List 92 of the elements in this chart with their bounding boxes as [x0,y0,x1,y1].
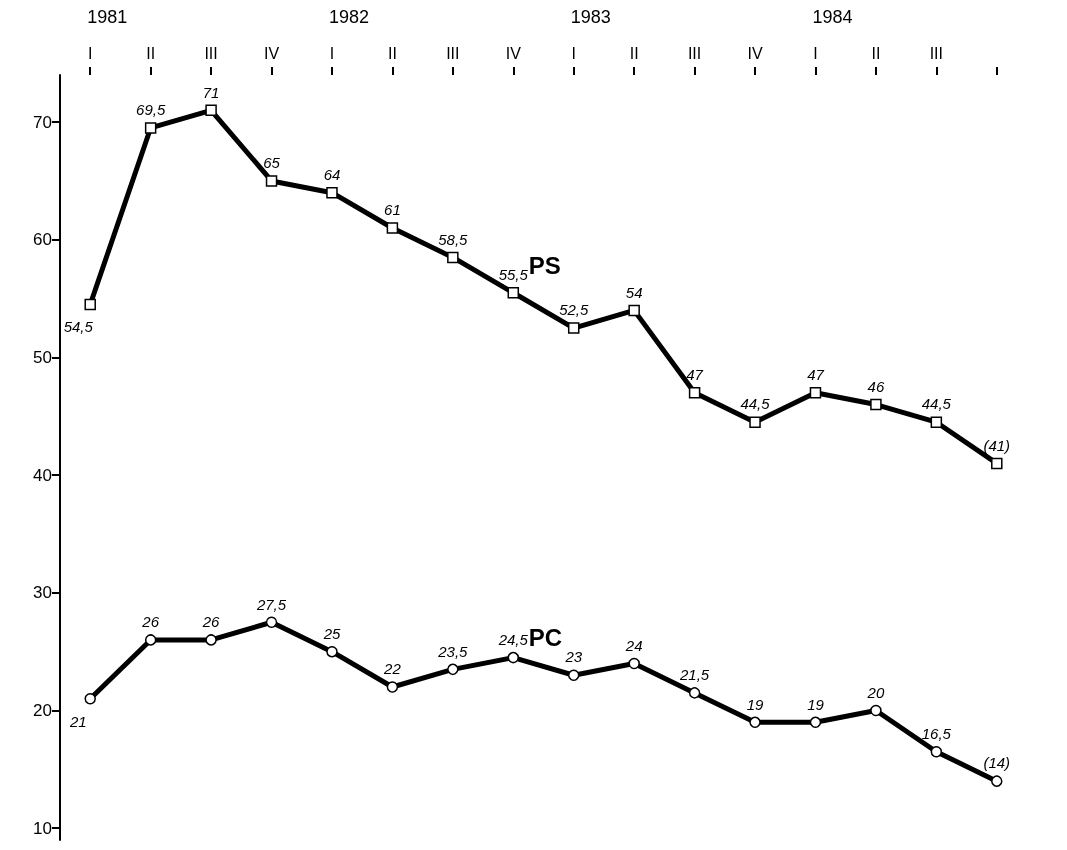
x-tick-label: II [387,44,397,62]
x-tick-label: III [687,44,702,62]
x-tick-label: IV [505,44,522,62]
point [567,322,580,334]
point [809,387,822,399]
point [930,745,943,758]
x-tick-label: IV [263,44,280,62]
text: 1983 [570,7,611,27]
y-tick-label: 60 [33,230,52,250]
x-tick-label: I [571,44,576,62]
data-label: 47 [686,366,704,384]
y-tick-label: 40 [33,465,52,485]
point [326,645,338,658]
data-label: 16,5 [921,724,952,742]
data-label: 19 [807,695,825,713]
x-tick-label: IV [747,44,763,62]
text: 1982 [328,7,370,27]
data-label: 47 [807,366,825,384]
data-label: 21,5 [678,666,710,684]
data-label: 54 [625,283,643,301]
x-tick-label: I [87,44,93,62]
data-label: 69,5 [136,101,166,119]
data-label: 22 [383,660,402,678]
y-tick-label: 50 [33,347,52,367]
point [507,286,520,299]
point [870,398,882,411]
point [749,716,761,729]
data-label: 55,5 [498,265,529,283]
point [749,416,761,428]
data-label: 61 [384,201,401,219]
point [628,304,640,317]
point [870,704,882,717]
x-tick-label: II [629,44,639,62]
data-label: 26 [141,613,160,631]
x-tick-label: II [871,44,881,62]
y-tick-label: 70 [33,112,52,132]
point [447,663,459,676]
data-label: 24,5 [497,630,529,648]
data-label: 23,5 [437,642,469,660]
series-label: PC [528,623,563,651]
point [991,775,1003,787]
point [326,186,338,199]
data-label: (41) [983,436,1011,454]
data-label: 23 [564,648,583,666]
data-label: 24 [624,636,643,654]
data-label: (14) [983,754,1011,772]
data-label: 64 [323,165,341,183]
point [809,716,822,729]
point [386,681,399,693]
data-label: 52,5 [559,301,589,319]
data-label: 20 [866,683,885,701]
data-label: 19 [746,695,765,713]
point [567,669,580,681]
data-label: 26 [201,613,221,631]
y-tick-label: 10 [33,818,52,838]
data-label: 44,5 [921,395,952,413]
y-tick-label: 30 [33,583,52,603]
point [144,634,157,646]
point [628,657,640,670]
data-label: 65 [263,154,281,172]
data-label: 21 [68,712,87,730]
point [688,387,701,399]
x-tick-label: III [204,44,218,62]
text: 1981 [87,7,128,27]
point [930,416,943,428]
data-label: 27,5 [255,595,287,613]
data-label: 54,5 [63,318,94,336]
x-tick-label: I [813,44,818,62]
point [205,634,217,646]
point [265,175,278,187]
data-label: 71 [202,83,220,101]
point [84,693,96,705]
point [688,687,701,699]
point [205,104,217,117]
point [265,616,278,629]
x-tick-label: I [329,44,335,62]
data-label: 58,5 [438,230,469,248]
x-tick-label: II [146,44,156,62]
data-label: 25 [322,624,341,642]
x-tick-label: III [929,44,944,62]
text: 1984 [812,7,853,27]
point [447,251,459,264]
point [386,222,399,234]
data-label: 46 [867,377,885,395]
x-tick-label: III [446,44,460,62]
point [991,457,1003,470]
data-label: 44,5 [740,395,771,413]
point [507,651,520,664]
point [84,298,96,311]
y-tick-label: 20 [33,701,52,721]
point [144,122,157,134]
series-label: PS [528,251,561,279]
